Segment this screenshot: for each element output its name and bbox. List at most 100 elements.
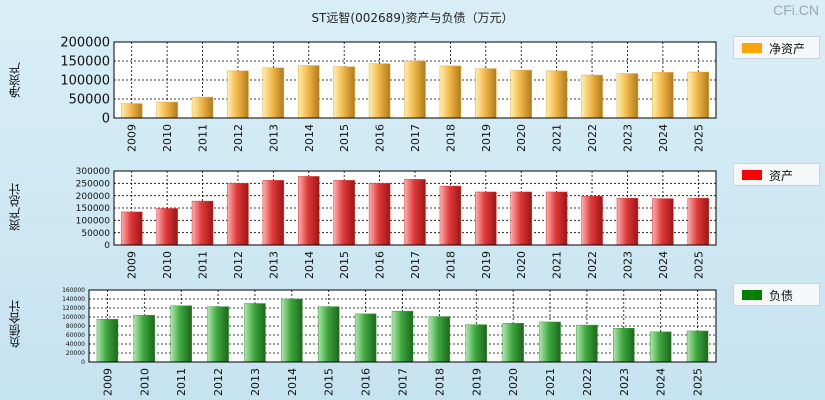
bar-total-liabilities-2025 [686, 330, 709, 363]
legend-swatch-assets [742, 170, 762, 180]
x-tick-label: 2022 [581, 368, 594, 396]
x-tick-label: 2025 [692, 124, 705, 152]
bar-net-assets-2022 [581, 74, 603, 119]
legend-assets: 资产 [733, 163, 820, 186]
y-tick-label: 150000 [60, 55, 110, 70]
x-tick-label: 2014 [303, 251, 316, 279]
x-tick-label: 2018 [433, 368, 446, 396]
y-tick-label: 40000 [66, 341, 85, 348]
bar-total-liabilities-2017 [391, 310, 414, 363]
x-tick-label: 2017 [409, 124, 422, 152]
y-tick-label: 200000 [76, 192, 111, 202]
y-tick-label: 0 [81, 359, 85, 366]
bar-total-liabilities-2018 [428, 316, 451, 363]
bar-net-assets-2021 [545, 70, 568, 119]
x-tick-label: 2024 [657, 251, 670, 279]
bar-total-assets-2016 [368, 183, 391, 246]
y-tick-label: 50000 [81, 229, 110, 239]
x-tick-label: 2018 [444, 251, 457, 279]
bar-net-assets-2012 [227, 70, 249, 119]
bar-total-liabilities-2013 [244, 303, 266, 363]
panel-net-assets: 200000 150000 100000 50000 0 2009 2010 2011 2012… [60, 36, 717, 152]
x-tick-label: 2016 [374, 251, 387, 279]
x-tick-label: 2018 [444, 124, 457, 152]
bar-total-assets-2013 [262, 180, 285, 246]
bar-total-liabilities-2023 [613, 328, 635, 363]
bar-total-assets-2023 [616, 197, 639, 246]
bar-net-assets-2011 [191, 96, 214, 119]
bar-total-assets-2018 [439, 185, 462, 246]
bar-net-assets-2017 [404, 60, 426, 119]
x-tick-label: 2022 [586, 124, 599, 152]
y-tick-label: 200000 [60, 36, 110, 51]
x-tick-label: 2021 [551, 251, 564, 279]
x-tick-label: 2011 [175, 368, 188, 396]
x-tick-label: 2009 [126, 124, 139, 152]
panel-total-liabilities: 160000 140000 120000 100000 80000 60000 40000 2… [62, 287, 717, 396]
bar-total-liabilities-2022 [576, 324, 598, 363]
x-tick-label: 2022 [586, 251, 599, 279]
x-tick-label: 2020 [515, 251, 528, 279]
x-tick-label: 2023 [618, 368, 631, 396]
x-tick-label: 2019 [480, 124, 493, 152]
legend-label-net-assets: 净资产 [769, 42, 806, 56]
x-tick-label: 2010 [138, 368, 151, 396]
bar-total-assets-2015 [333, 180, 355, 246]
bar-total-assets-2014 [298, 176, 320, 246]
y-tick-label: 120000 [62, 305, 85, 312]
y-tick-label: 150000 [76, 204, 111, 214]
y-tick-label: 160000 [62, 287, 85, 294]
x-tick-label: 2021 [551, 124, 564, 152]
bar-total-liabilities-2019 [465, 324, 488, 363]
bar-total-assets-2021 [545, 191, 568, 246]
x-tick-label: 2016 [360, 368, 373, 396]
bar-total-liabilities-2015 [317, 306, 340, 363]
x-tick-label: 2015 [338, 251, 351, 279]
y-tick-label: 20000 [66, 350, 85, 357]
x-tick-label: 2014 [286, 368, 299, 396]
x-tick-label: 2012 [232, 124, 245, 152]
x-tick-label: 2020 [507, 368, 520, 396]
bar-total-liabilities-2010 [133, 314, 156, 363]
x-tick-label: 2016 [374, 124, 387, 152]
bar-net-assets-2010 [156, 101, 178, 119]
x-tick-label: 2023 [621, 251, 634, 279]
x-tick-label: 2014 [303, 124, 316, 152]
bar-total-assets-2010 [156, 208, 178, 246]
x-tick-label: 2011 [197, 124, 210, 152]
x-tick-label: 2021 [544, 368, 557, 396]
y-tick-label: 0 [104, 241, 110, 251]
bar-total-assets-2011 [191, 200, 214, 246]
x-tick-label: 2010 [161, 251, 174, 279]
bar-net-assets-2014 [298, 65, 320, 119]
legend-liabilities: 负债 [733, 283, 820, 306]
x-tick-label: 2011 [197, 251, 210, 279]
legend-label-liabilities: 负债 [769, 289, 794, 303]
bar-total-liabilities-2020 [502, 323, 524, 363]
legend-swatch-liabilities [742, 290, 762, 300]
y-tick-label: 80000 [66, 323, 85, 330]
x-tick-label: 2009 [101, 368, 114, 396]
x-tick-label: 2019 [470, 368, 483, 396]
x-tick-label: 2015 [338, 124, 351, 152]
x-tick-label: 2020 [515, 124, 528, 152]
bar-net-assets-2024 [652, 72, 674, 119]
bar-total-assets-2025 [687, 197, 710, 246]
chart-title: ST远智(002689)资产与负债（万元） [311, 11, 514, 25]
x-tick-label: 2012 [212, 368, 225, 396]
bar-total-assets-2009 [120, 211, 143, 246]
panel-total-assets: 300000 250000 200000 150000 100000 50000 0 2009… [76, 167, 717, 279]
bar-total-assets-2024 [652, 198, 674, 246]
x-tick-label: 2025 [692, 368, 705, 396]
legend-label-assets: 资产 [769, 169, 794, 183]
bar-total-liabilities-2009 [96, 319, 119, 363]
bar-total-liabilities-2021 [539, 321, 561, 363]
y-tick-label: 60000 [66, 332, 85, 339]
x-tick-label: 2013 [249, 368, 262, 396]
bar-total-liabilities-2014 [281, 298, 303, 363]
bar-total-assets-2012 [227, 183, 249, 246]
y-tick-label: 50000 [69, 93, 110, 108]
x-tick-label: 2023 [621, 124, 634, 152]
bar-total-liabilities-2011 [170, 305, 192, 363]
y-tick-label: 300000 [76, 167, 111, 177]
